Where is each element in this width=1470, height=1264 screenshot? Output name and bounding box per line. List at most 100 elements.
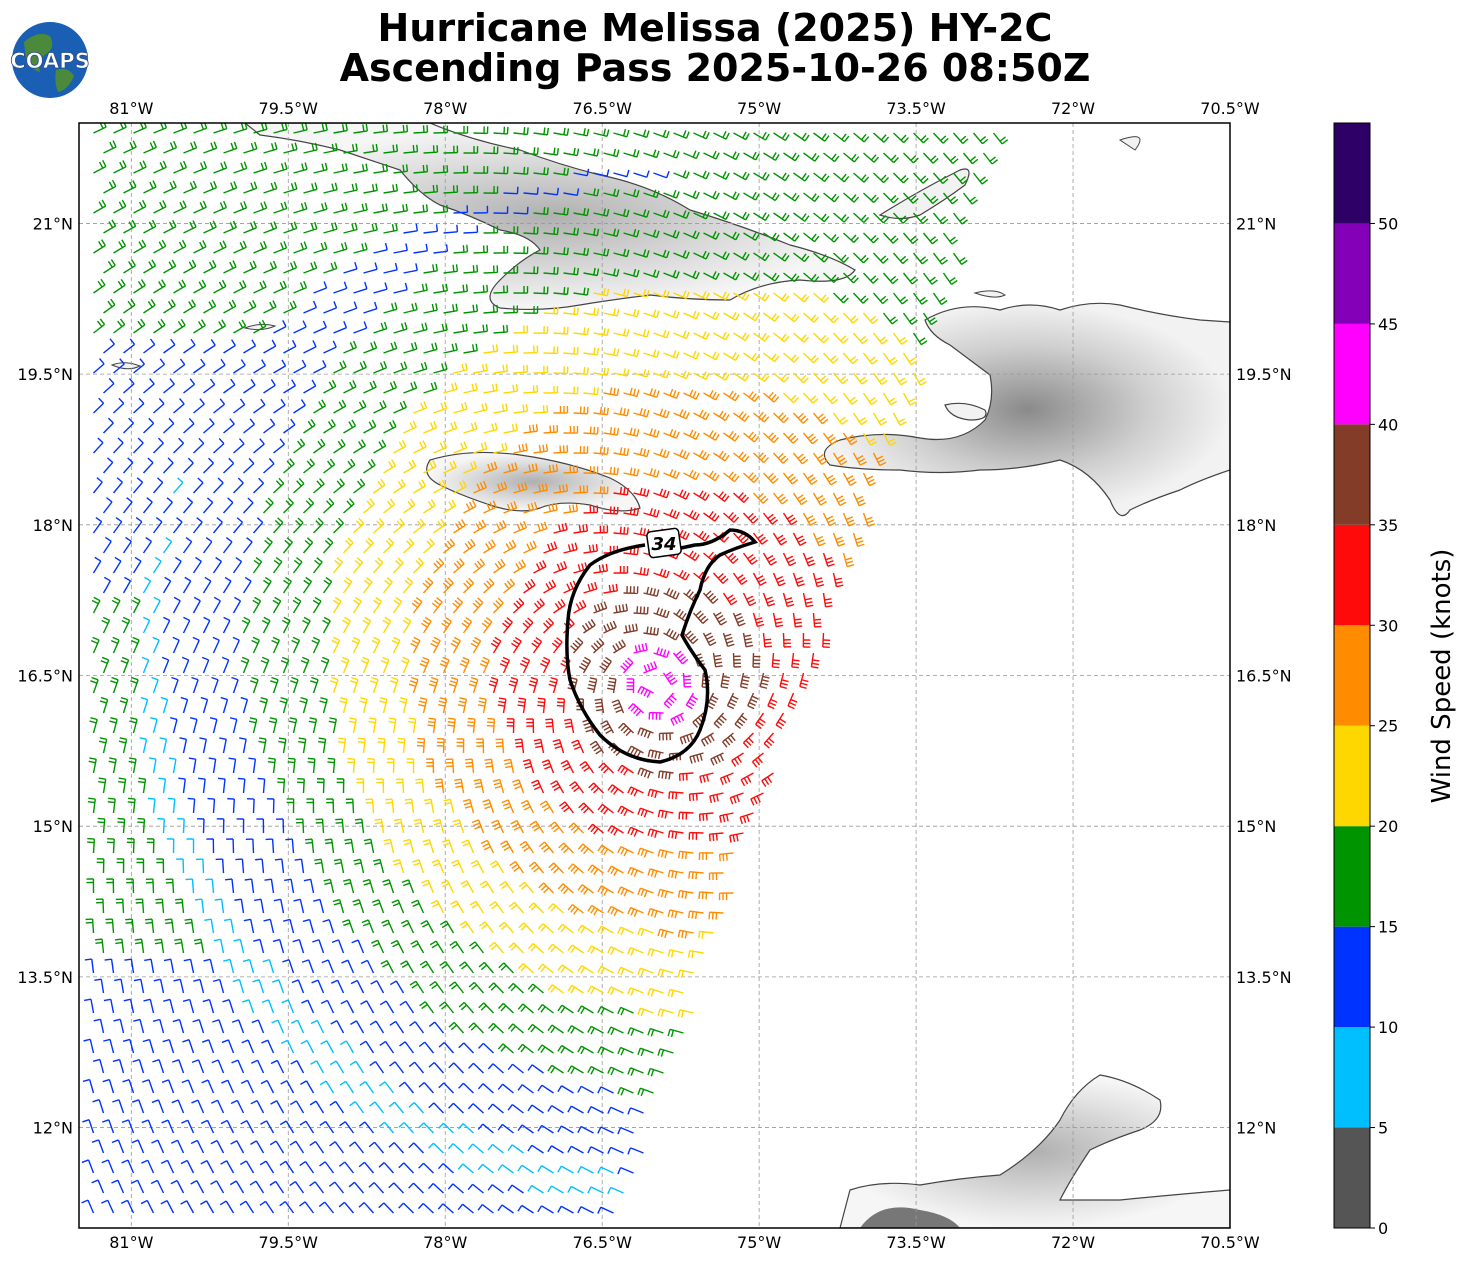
wind-barb (513, 286, 529, 294)
wind-barb (882, 312, 899, 325)
wind-barb (693, 331, 710, 340)
wind-barb (803, 152, 820, 162)
wind-barb (143, 259, 157, 274)
wind-barb (902, 232, 919, 245)
wind-barb (693, 130, 710, 140)
wind-barb (862, 312, 879, 325)
wind-barb (293, 201, 308, 214)
wind-barb (293, 162, 308, 174)
wind-barb (163, 220, 177, 234)
wind-barb (613, 128, 630, 138)
wind-barb (533, 326, 549, 334)
wind-barb (952, 132, 969, 145)
wind-barb (383, 302, 398, 314)
wind-barb (513, 246, 529, 255)
wind-barb (832, 332, 849, 344)
wind-barb (673, 330, 690, 340)
wind-barb (533, 127, 550, 136)
wind-barb (273, 320, 287, 334)
wind-barb (193, 161, 208, 174)
wind-barb (603, 228, 620, 237)
lon-tick-label-bottom: 79.5°W (259, 1233, 319, 1252)
wind-barb (203, 299, 217, 314)
wind-barb (613, 288, 630, 298)
wind-barb (203, 220, 217, 234)
wind-barb (193, 200, 207, 214)
wind-barb (403, 302, 418, 314)
wind-barb (643, 149, 660, 159)
wind-barb (593, 208, 610, 217)
wind-barb (733, 292, 750, 301)
wind-barb (813, 212, 830, 223)
wind-barb (603, 308, 620, 317)
wind-barb (613, 208, 630, 218)
wind-barb (343, 222, 358, 234)
wind-barb (892, 332, 908, 345)
wind-barb (863, 232, 879, 244)
wind-barb (663, 350, 680, 359)
colorbar-tick-label: 20 (1378, 817, 1398, 836)
wind-barb (872, 292, 889, 305)
wind-barb (293, 320, 307, 334)
wind-barb (553, 286, 569, 296)
wind-barb (313, 281, 328, 294)
wind-barb (363, 222, 378, 234)
wind-barb (882, 232, 899, 244)
wind-barb (463, 185, 479, 194)
wind-barb (753, 332, 770, 342)
wind-barb (513, 127, 529, 136)
wind-barb (403, 263, 418, 274)
wind-barb (223, 260, 237, 274)
wind-barb (213, 161, 228, 174)
wind-barb (193, 123, 208, 134)
wind-barb (583, 228, 600, 237)
wind-barb (733, 131, 750, 141)
wind-barb (183, 338, 196, 354)
wind-barb (853, 252, 869, 264)
lat-tick-label-right: 16.5°N (1236, 667, 1292, 686)
colorbar-tick-label: 15 (1378, 918, 1398, 937)
wind-barb (223, 220, 237, 234)
land-gonave (944, 402, 987, 421)
wind-barb (433, 125, 449, 134)
wind-barb (163, 338, 176, 354)
map-title-line1: Hurricane Melissa (2025) HY-2C (377, 6, 1053, 50)
wind-barb (463, 146, 479, 154)
colorbar-tick-label: 10 (1378, 1018, 1398, 1037)
wind-barb (423, 184, 439, 194)
wind-barb (813, 172, 830, 183)
wind-barb (133, 239, 147, 254)
colorbar-tick-label: 0 (1378, 1219, 1388, 1238)
wind-barb (543, 346, 559, 355)
wind-barb (333, 242, 348, 254)
wind-barb (153, 318, 166, 334)
wind-barb (413, 204, 429, 214)
wind-barb (443, 185, 459, 194)
lon-tick-label-top: 75°W (737, 99, 781, 118)
wind-barb (793, 332, 810, 343)
colorbar-bin (1334, 223, 1370, 324)
wind-barb (883, 192, 899, 204)
wind-barb (123, 219, 137, 234)
colorbar-tick-label: 5 (1378, 1119, 1388, 1138)
wind-barb (193, 319, 206, 334)
wind-barb (103, 219, 117, 234)
wind-barb (133, 199, 147, 214)
wind-barb (463, 225, 479, 234)
wind-barb (443, 264, 459, 274)
wind-barb (842, 312, 859, 324)
wind-barb (373, 203, 388, 214)
wind-barb (333, 281, 348, 294)
wind-barb (813, 132, 830, 142)
wind-barb (253, 240, 268, 254)
wind-barb (773, 332, 790, 343)
wind-barb (583, 307, 600, 316)
wind-barb (573, 287, 590, 296)
wind-barb (313, 241, 328, 254)
wind-barb (663, 189, 680, 199)
wind-barb (463, 304, 479, 314)
wind-barb (253, 319, 267, 334)
colorbar-bin (1334, 524, 1370, 626)
lon-tick-label-bottom: 81°W (109, 1233, 153, 1252)
wind-barb (623, 189, 640, 198)
